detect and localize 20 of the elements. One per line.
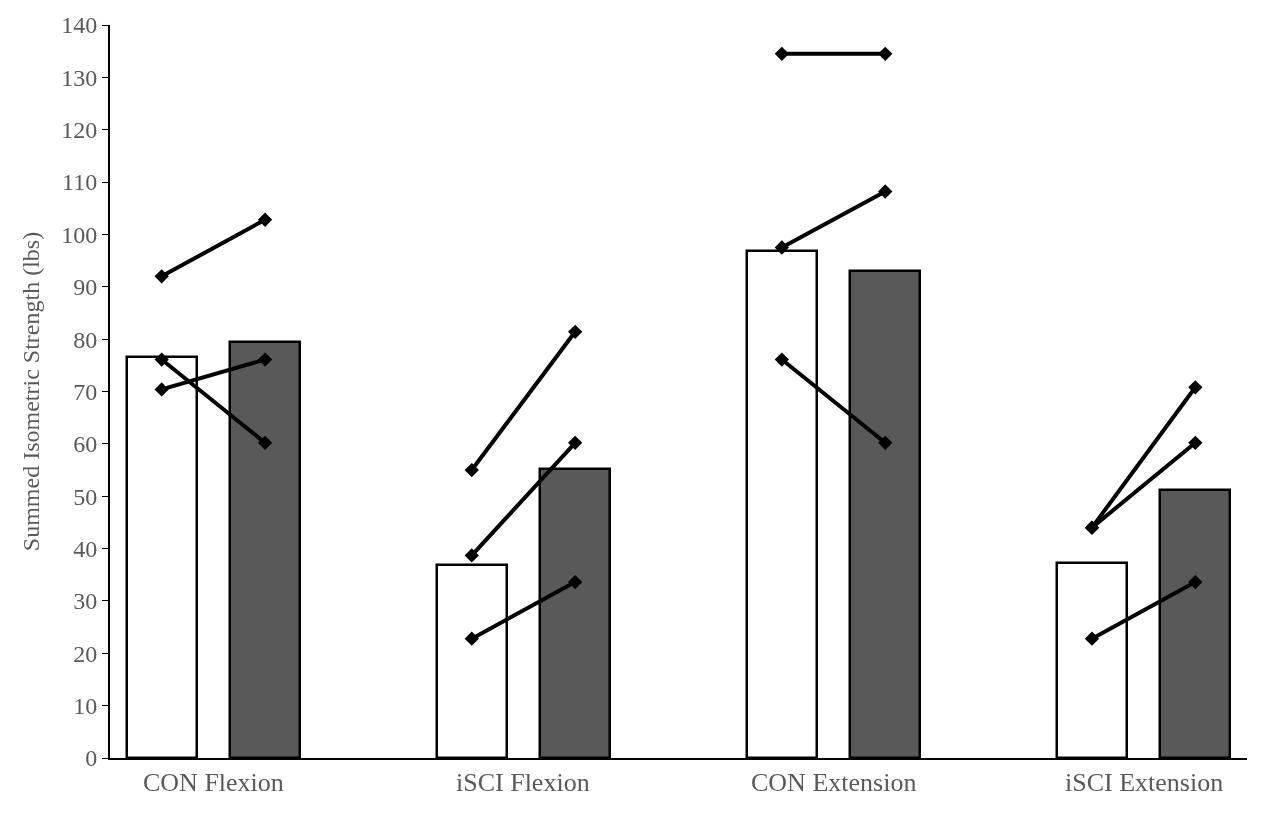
y-tick-label: 140 [61,12,98,39]
y-tick-label: 100 [61,221,98,248]
y-tick-label: 40 [73,535,98,562]
y-tick-label: 130 [61,64,98,91]
y-tick-label: 90 [73,274,98,301]
y-tick-label: 20 [73,640,98,667]
text: CON Flexion [143,768,284,797]
y-tick-label: 110 [62,169,98,196]
y-tick-label: 70 [73,378,98,405]
y-tick-label: 50 [73,483,98,510]
y-axis-title: Summed Isometric Strength (lbs) [17,231,44,552]
y-tick-label: 60 [73,431,98,458]
y-tick-label: 120 [61,117,98,144]
text: CON Extension [751,768,917,797]
y-tick-label: 30 [73,588,98,615]
y-tick-label: 80 [73,326,98,353]
y-tick-label: 0 [85,745,98,772]
text: iSCI Flexion [456,768,590,797]
y-tick-label: 10 [73,693,98,720]
text: iSCI Extension [1065,768,1224,797]
